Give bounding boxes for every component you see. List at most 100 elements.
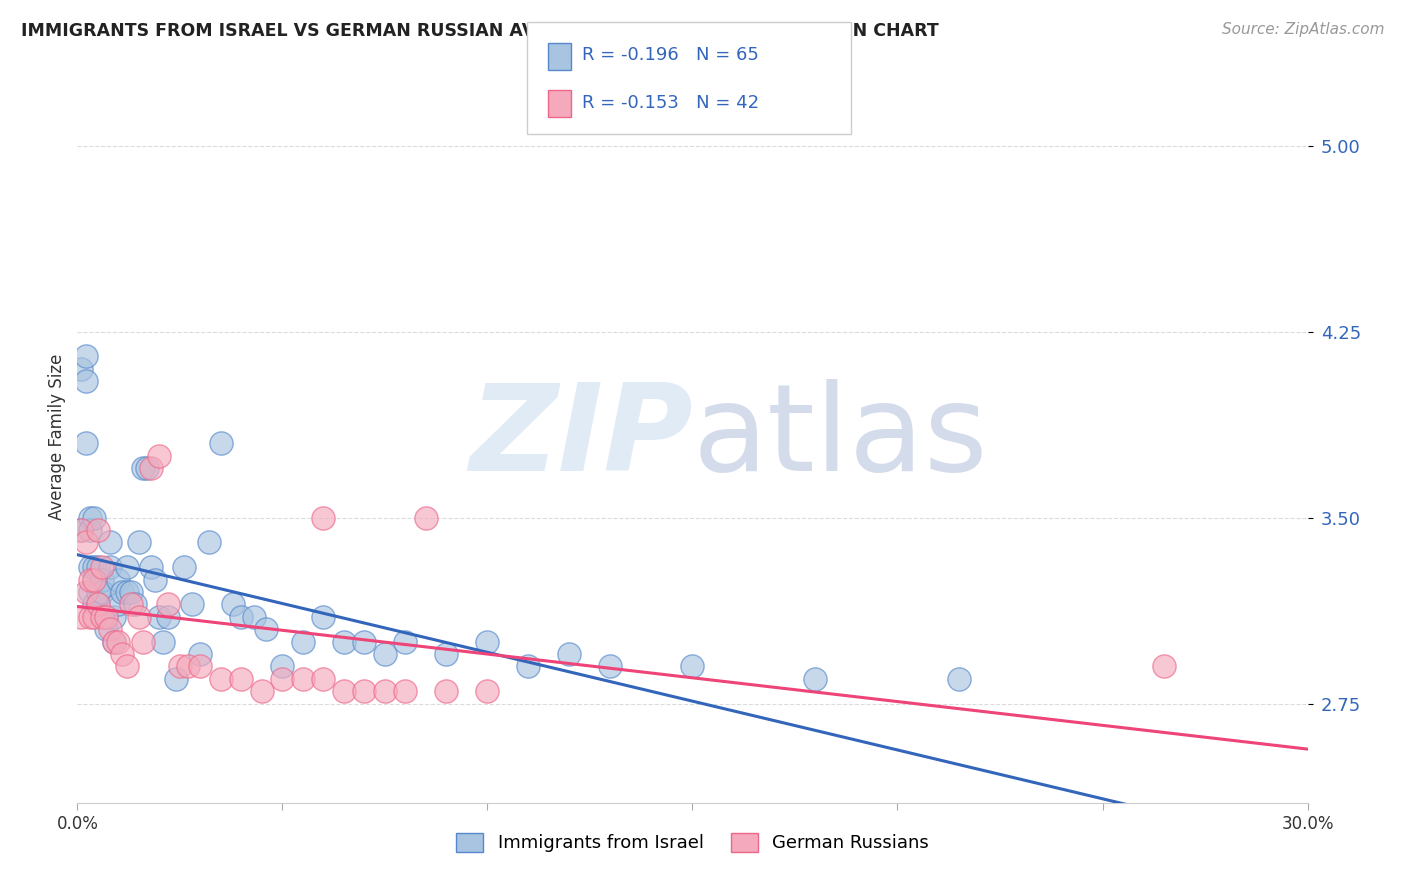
Point bbox=[415, 510, 437, 524]
Point bbox=[333, 684, 356, 698]
Text: Source: ZipAtlas.com: Source: ZipAtlas.com bbox=[1222, 22, 1385, 37]
Point bbox=[90, 573, 114, 587]
Point bbox=[333, 634, 356, 648]
Point bbox=[436, 647, 458, 661]
Point bbox=[75, 374, 97, 388]
Point bbox=[87, 598, 110, 612]
Point bbox=[156, 610, 179, 624]
Point bbox=[394, 684, 416, 698]
Point bbox=[231, 610, 253, 624]
Point bbox=[804, 672, 827, 686]
Point bbox=[682, 659, 704, 673]
Point bbox=[83, 573, 105, 587]
Point bbox=[312, 672, 335, 686]
Point bbox=[98, 535, 121, 549]
Point bbox=[70, 523, 93, 537]
Point bbox=[136, 461, 159, 475]
Point bbox=[250, 684, 273, 698]
Point bbox=[124, 598, 146, 612]
Point bbox=[83, 610, 105, 624]
Point bbox=[70, 523, 93, 537]
Point bbox=[90, 610, 114, 624]
Point bbox=[141, 560, 163, 574]
Point bbox=[374, 684, 396, 698]
Point bbox=[87, 560, 110, 574]
Point bbox=[156, 598, 179, 612]
Point bbox=[115, 560, 138, 574]
Point bbox=[188, 647, 212, 661]
Point bbox=[242, 610, 264, 624]
Point bbox=[169, 659, 191, 673]
Point bbox=[75, 436, 97, 450]
Text: R = -0.196   N = 65: R = -0.196 N = 65 bbox=[582, 46, 759, 64]
Point bbox=[79, 560, 101, 574]
Point bbox=[517, 659, 540, 673]
Legend: Immigrants from Israel, German Russians: Immigrants from Israel, German Russians bbox=[449, 826, 936, 860]
Text: R = -0.153   N = 42: R = -0.153 N = 42 bbox=[582, 94, 759, 112]
Point bbox=[394, 634, 416, 648]
Point bbox=[152, 634, 174, 648]
Point bbox=[120, 585, 142, 599]
Point bbox=[1153, 659, 1175, 673]
Point bbox=[436, 684, 458, 698]
Point bbox=[98, 560, 121, 574]
Point bbox=[75, 535, 97, 549]
Point bbox=[312, 510, 335, 524]
Point bbox=[79, 523, 101, 537]
Point bbox=[90, 560, 114, 574]
Point bbox=[132, 461, 155, 475]
Point bbox=[132, 634, 155, 648]
Point bbox=[173, 560, 195, 574]
Point bbox=[181, 598, 204, 612]
Point bbox=[79, 585, 101, 599]
Point bbox=[103, 634, 125, 648]
Point bbox=[558, 647, 581, 661]
Point bbox=[83, 560, 105, 574]
Point bbox=[477, 684, 499, 698]
Text: atlas: atlas bbox=[693, 378, 988, 496]
Point bbox=[353, 684, 375, 698]
Point bbox=[94, 610, 117, 624]
Point bbox=[87, 598, 110, 612]
Point bbox=[128, 535, 150, 549]
Point bbox=[165, 672, 187, 686]
Point bbox=[75, 350, 97, 364]
Point bbox=[197, 535, 219, 549]
Point bbox=[188, 659, 212, 673]
Point bbox=[83, 598, 105, 612]
Point bbox=[103, 634, 125, 648]
Point bbox=[120, 598, 142, 612]
Point bbox=[98, 622, 121, 636]
Text: ZIP: ZIP bbox=[468, 378, 693, 496]
Point bbox=[128, 610, 150, 624]
Point bbox=[79, 573, 101, 587]
Point bbox=[107, 598, 129, 612]
Point bbox=[148, 610, 170, 624]
Point bbox=[90, 585, 114, 599]
Point bbox=[291, 634, 314, 648]
Point bbox=[111, 647, 134, 661]
Point bbox=[107, 634, 129, 648]
Point bbox=[87, 523, 110, 537]
Point bbox=[948, 672, 970, 686]
Point bbox=[107, 573, 129, 587]
Point bbox=[177, 659, 200, 673]
Point bbox=[374, 647, 396, 661]
Point bbox=[209, 436, 232, 450]
Point bbox=[79, 610, 101, 624]
Point bbox=[115, 585, 138, 599]
Point bbox=[70, 362, 93, 376]
Point bbox=[231, 672, 253, 686]
Point bbox=[79, 510, 101, 524]
Y-axis label: Average Family Size: Average Family Size bbox=[48, 354, 66, 520]
Point bbox=[353, 634, 375, 648]
Point bbox=[254, 622, 277, 636]
Point bbox=[599, 659, 621, 673]
Point bbox=[90, 610, 114, 624]
Point bbox=[70, 610, 93, 624]
Text: IMMIGRANTS FROM ISRAEL VS GERMAN RUSSIAN AVERAGE FAMILY SIZE CORRELATION CHART: IMMIGRANTS FROM ISRAEL VS GERMAN RUSSIAN… bbox=[21, 22, 939, 40]
Point bbox=[141, 461, 163, 475]
Point bbox=[209, 672, 232, 686]
Point bbox=[103, 610, 125, 624]
Point bbox=[115, 659, 138, 673]
